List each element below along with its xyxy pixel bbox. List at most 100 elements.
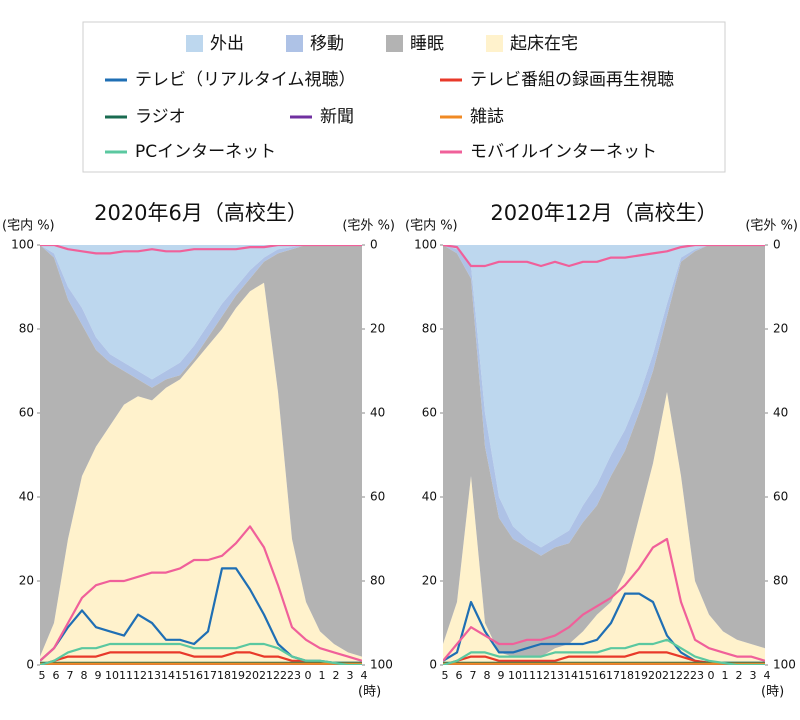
x-tick-label: 9 bbox=[498, 669, 505, 682]
legend-label: 起床在宅 bbox=[510, 34, 578, 54]
chart-title: 2020年6月（高校生） bbox=[94, 201, 308, 225]
y2-tick-label: 100 bbox=[370, 658, 393, 672]
x-tick-label: 4 bbox=[361, 669, 368, 682]
x-tick-label: 20 bbox=[245, 669, 259, 682]
x-tick-label: 4 bbox=[764, 669, 771, 682]
y-tick-label: 20 bbox=[422, 574, 437, 588]
legend-label: 移動 bbox=[310, 34, 344, 54]
x-tick-label: 15 bbox=[175, 669, 189, 682]
x-tick-label: 16 bbox=[592, 669, 606, 682]
x-tick-label: 12 bbox=[133, 669, 147, 682]
legend-label: 睡眠 bbox=[410, 34, 444, 54]
x-tick-label: 19 bbox=[231, 669, 245, 682]
legend-label: ラジオ bbox=[135, 107, 186, 127]
y-axis-label: (宅内 %) bbox=[405, 218, 458, 234]
plot bbox=[40, 245, 362, 665]
y-tick-label: 100 bbox=[11, 238, 34, 252]
y2-tick-label: 60 bbox=[773, 490, 788, 504]
x-tick-label: 19 bbox=[634, 669, 648, 682]
x-tick-label: 22 bbox=[676, 669, 690, 682]
x-axis-label: (時) bbox=[358, 685, 381, 700]
x-tick-label: 0 bbox=[305, 669, 312, 682]
x-tick-label: 9 bbox=[95, 669, 102, 682]
x-tick-label: 13 bbox=[147, 669, 161, 682]
x-tick-label: 7 bbox=[67, 669, 74, 682]
area bbox=[443, 392, 765, 665]
area bbox=[40, 245, 362, 657]
x-tick-label: 18 bbox=[217, 669, 231, 682]
x-tick-label: 15 bbox=[578, 669, 592, 682]
x-tick-label: 12 bbox=[536, 669, 550, 682]
legend-label: テレビ番組の録画再生視聴 bbox=[470, 70, 674, 90]
line bbox=[443, 638, 765, 665]
x-tick-label: 3 bbox=[750, 669, 757, 682]
x-tick-label: 17 bbox=[203, 669, 217, 682]
y2-tick-label: 80 bbox=[773, 574, 788, 588]
legend-swatch bbox=[186, 35, 203, 52]
x-tick-label: 23 bbox=[287, 669, 301, 682]
y2-tick-label: 20 bbox=[773, 322, 788, 336]
x-tick-label: 0 bbox=[708, 669, 715, 682]
y-tick-label: 100 bbox=[414, 238, 437, 252]
x-tick-label: 8 bbox=[81, 669, 88, 682]
x-tick-label: 16 bbox=[189, 669, 203, 682]
y-tick-label: 20 bbox=[19, 574, 34, 588]
x-tick-label: 11 bbox=[119, 669, 133, 682]
x-tick-label: 5 bbox=[39, 669, 46, 682]
chart-title: 2020年12月（高校生） bbox=[490, 201, 717, 225]
y-tick-label: 40 bbox=[422, 490, 437, 504]
x-tick-label: 18 bbox=[620, 669, 634, 682]
y-axis-label: (宅内 %) bbox=[2, 218, 55, 234]
line bbox=[40, 525, 362, 662]
legend-label: 新聞 bbox=[320, 107, 354, 127]
x-tick-label: 20 bbox=[648, 669, 662, 682]
y-tick-label: 40 bbox=[19, 490, 34, 504]
x-tick-label: 6 bbox=[53, 669, 60, 682]
y-tick-label: 60 bbox=[422, 406, 437, 420]
line bbox=[40, 245, 362, 255]
line bbox=[443, 245, 765, 268]
y2-tick-label: 80 bbox=[370, 574, 385, 588]
y-tick-label: 0 bbox=[26, 658, 34, 672]
legend-swatch bbox=[486, 35, 503, 52]
y2-tick-label: 40 bbox=[773, 406, 788, 420]
x-tick-label: 21 bbox=[259, 669, 273, 682]
area bbox=[40, 282, 362, 665]
y2-axis-label: (宅外 %) bbox=[342, 219, 395, 234]
x-tick-label: 1 bbox=[722, 669, 729, 682]
x-axis-label: (時) bbox=[761, 685, 784, 700]
x-tick-label: 3 bbox=[347, 669, 354, 682]
y2-tick-label: 100 bbox=[773, 658, 796, 672]
y-tick-label: 80 bbox=[19, 322, 34, 336]
x-tick-label: 17 bbox=[606, 669, 620, 682]
legend-swatch bbox=[386, 35, 403, 52]
x-tick-label: 2 bbox=[333, 669, 340, 682]
area bbox=[443, 245, 765, 548]
plot bbox=[443, 245, 765, 665]
area bbox=[40, 245, 362, 380]
x-tick-label: 14 bbox=[161, 669, 175, 682]
y2-axis-label: (宅外 %) bbox=[745, 219, 798, 234]
x-tick-label: 21 bbox=[662, 669, 676, 682]
legend-label: PCインターネット bbox=[135, 142, 276, 162]
x-tick-label: 6 bbox=[456, 669, 463, 682]
line bbox=[40, 642, 362, 665]
x-tick-label: 22 bbox=[273, 669, 287, 682]
y-tick-label: 60 bbox=[19, 406, 34, 420]
y2-tick-label: 40 bbox=[370, 406, 385, 420]
legend-label: 外出 bbox=[210, 34, 244, 54]
x-tick-label: 7 bbox=[470, 669, 477, 682]
y2-tick-label: 20 bbox=[370, 322, 385, 336]
x-tick-label: 11 bbox=[522, 669, 536, 682]
legend-label: テレビ（リアルタイム視聴） bbox=[135, 70, 356, 90]
x-tick-label: 5 bbox=[442, 669, 449, 682]
legend-swatch bbox=[286, 35, 303, 52]
y2-tick-label: 0 bbox=[773, 238, 781, 252]
y2-tick-label: 60 bbox=[370, 490, 385, 504]
legend-label: モバイルインターネット bbox=[470, 142, 657, 162]
x-tick-label: 1 bbox=[319, 669, 326, 682]
line bbox=[443, 537, 765, 662]
x-tick-label: 8 bbox=[484, 669, 491, 682]
